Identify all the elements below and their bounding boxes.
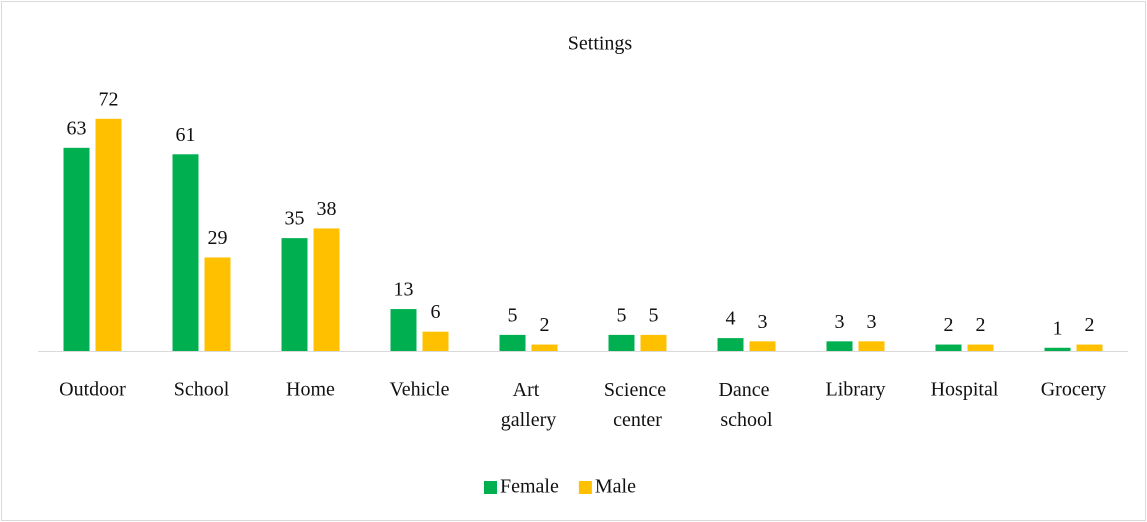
data-label: 5 [508,304,518,326]
bar [858,341,885,351]
x-tick-label: Art gallery [501,379,557,431]
data-label: 5 [649,304,659,326]
x-tick-label: Library [826,379,886,401]
x-tick-label: Hospital [931,379,999,401]
bar [967,344,994,351]
data-label: 61 [176,124,196,146]
data-label: 2 [1085,314,1095,336]
x-tick-label: Outdoor [59,379,126,401]
data-label: 2 [540,314,550,336]
bar [1076,344,1103,351]
legend-label: Female [500,476,559,498]
bar [63,147,90,351]
x-tick-label: Grocery [1041,379,1107,401]
bar [390,309,417,351]
legend-label: Male [595,476,636,498]
data-label: 29 [208,227,228,249]
data-label: 2 [944,314,954,336]
x-tick-label: Science center [604,379,671,431]
chart-title: Settings [568,33,633,55]
data-label: 3 [758,311,768,333]
bar [95,118,122,351]
data-label: 6 [431,301,441,323]
x-tick-label: Vehicle [390,379,450,401]
data-label: 38 [317,198,337,220]
x-tick-label: Dance school [718,379,774,431]
legend-swatch [578,481,592,494]
bar [172,154,199,351]
bar [608,334,635,351]
data-label: 4 [726,308,736,330]
bar [313,228,340,351]
bar [204,257,231,351]
bar [531,344,558,351]
bar [826,341,853,351]
data-label: 13 [394,279,414,301]
data-label: 2 [976,314,986,336]
bar [749,341,776,351]
data-label: 63 [67,117,87,139]
bar [422,331,449,351]
bar [935,344,962,351]
data-label: 35 [285,208,305,230]
x-tick-label: School [174,379,230,401]
data-label: 3 [835,311,845,333]
bar [499,334,526,351]
legend-swatch [484,481,497,494]
x-tick-label: Home [286,379,335,401]
bar [1044,347,1071,351]
bar [281,238,308,351]
data-label: 1 [1053,317,1063,339]
data-label: 72 [99,88,119,110]
bar [717,338,744,351]
data-label: 5 [617,304,627,326]
data-label: 3 [867,311,877,333]
bar [640,334,667,351]
